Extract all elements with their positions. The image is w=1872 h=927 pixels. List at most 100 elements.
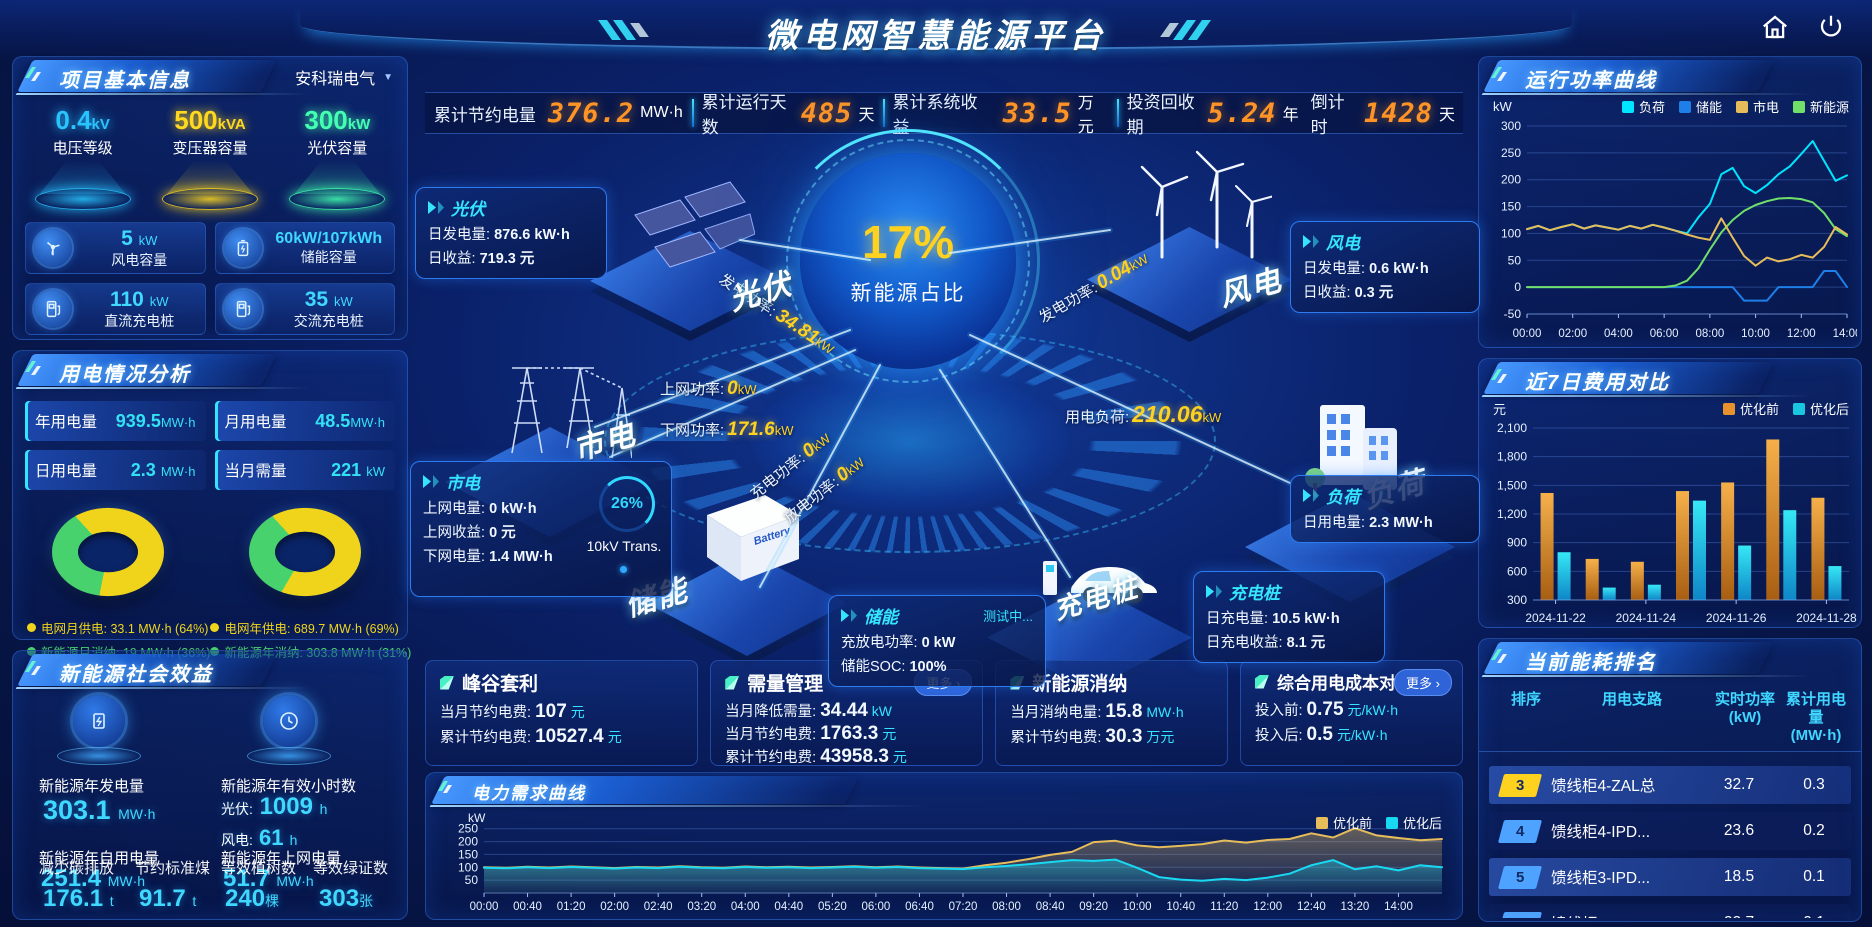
callout-grid: 市电 上网电量: 0 kW·h 上网收益: 0 元 下网电量: 1.4 MW·h… — [410, 461, 672, 597]
stat-year-usage: 年用电量 939.5MW·h — [25, 401, 206, 441]
transformer-label: 10kV Trans. — [586, 538, 662, 554]
power-icon[interactable] — [1816, 12, 1846, 42]
renewable-ratio-sphere: 17% 新能源占比 — [776, 129, 1040, 393]
flow-to-grid-power: 上网功率: 0kW — [660, 378, 757, 399]
page-title: 微电网智慧能源平台 — [765, 17, 1107, 54]
svg-text:100: 100 — [458, 860, 478, 874]
svg-text:02:40: 02:40 — [644, 901, 673, 913]
flag-icon — [725, 675, 740, 690]
co2-label: 减少碳排放 — [39, 860, 115, 877]
solar-panels-icon — [634, 181, 755, 268]
trees-label: 等效植树数 — [221, 860, 297, 877]
panel-corner-icon — [1489, 647, 1509, 670]
table-body: 3 馈线柜4-ZAL总 32.7 0.3 4 馈线柜4-IPD... 23.6 0… — [1479, 752, 1861, 918]
stat-dc-charger: 110 kW 直流充电桩 — [25, 283, 206, 335]
panel-project-info: 项目基本信息 安科瑞电气 ▼ 0.4kV 电压等级 500kVA 变压器容量 30… — [12, 56, 408, 340]
panel-title: 新能源社会效益 — [59, 664, 213, 686]
panel-title: 运行功率曲线 — [1525, 70, 1657, 92]
header-curve — [299, 0, 1573, 50]
panel-power-curve: 运行功率曲线 kW 负荷 储能 市电 新能源 -50 0 50 100 150 200 250 30… — [1478, 56, 1862, 348]
y-axis-label: kW — [1493, 99, 1512, 114]
svg-text:12:40: 12:40 — [1297, 901, 1326, 913]
y-axis-label: 元 — [1493, 402, 1507, 417]
panel-title: 近7日费用对比 — [1525, 372, 1671, 394]
panel-title: 用电情况分析 — [59, 364, 191, 386]
renewable-ratio-label: 新能源占比 — [850, 282, 966, 305]
stat-day-usage: 日用电量 2.3 MW·h — [25, 450, 206, 490]
svg-text:2024-11-28: 2024-11-28 — [1796, 611, 1857, 625]
company-dropdown[interactable]: 安科瑞电气 ▼ — [295, 71, 393, 88]
svg-text:600: 600 — [1507, 564, 1527, 578]
total-energy: 0.1 — [1803, 868, 1825, 885]
svg-text:1,500: 1,500 — [1497, 478, 1527, 492]
arrow-icon — [1303, 235, 1319, 248]
svg-text:14:00: 14:00 — [1384, 901, 1413, 913]
storage-status: 测试中... — [983, 609, 1033, 624]
realtime-power: 23.6 — [1723, 822, 1755, 839]
svg-text:06:00: 06:00 — [1650, 328, 1679, 340]
svg-text:08:40: 08:40 — [1036, 901, 1065, 913]
svg-text:2024-11-24: 2024-11-24 — [1616, 611, 1677, 625]
svg-text:06:40: 06:40 — [905, 901, 934, 913]
svg-text:12:00: 12:00 — [1787, 328, 1816, 340]
more-button[interactable]: 更多 › — [1394, 669, 1452, 696]
arrow-icon — [1303, 489, 1319, 502]
card-peak-valley: 峰谷套利 当月节约电费: 107 元 累计节约电费: 10527.4 元 — [425, 660, 699, 766]
self-use-label: 新能源年自用电量 — [39, 850, 160, 867]
svg-text:250: 250 — [458, 822, 478, 836]
dc-charger-icon — [34, 290, 72, 328]
chart-legend: 负荷 储能 市电 新能源 — [1621, 97, 1849, 116]
branch-name: 馈线柜4-IPD... — [1551, 824, 1651, 841]
svg-text:2,100: 2,100 — [1497, 421, 1527, 435]
svg-text:03:20: 03:20 — [687, 901, 716, 913]
svg-text:07:20: 07:20 — [949, 901, 978, 913]
svg-text:05:20: 05:20 — [818, 901, 847, 913]
table-row[interactable]: 3 馈线柜4-ZAL总 32.7 0.3 — [1489, 766, 1851, 804]
pedestal-pv: 300kW 光伏容量 — [278, 105, 396, 210]
power-curve-chart: -50 0 50 100 150 200 250 300 00:00 02:00 04:00 06:0… — [1479, 116, 1861, 345]
legend-item: 优化前 — [1315, 813, 1372, 832]
panel-corner-icon — [1489, 367, 1509, 390]
rank-badge: 5 — [1497, 865, 1543, 889]
total-energy: 0.1 — [1777, 914, 1851, 918]
demand-curve-chart: 50 100 150 200 250 00:00 00:40 01:20 02:00 02:40 0… — [426, 807, 1462, 918]
svg-text:12:00: 12:00 — [1253, 901, 1282, 913]
svg-text:300: 300 — [1501, 119, 1521, 133]
svg-text:10:00: 10:00 — [1123, 901, 1152, 913]
flow-load-power: 用电负荷: 210.06kW — [1065, 401, 1222, 427]
svg-text:50: 50 — [465, 873, 479, 887]
home-icon[interactable] — [1760, 12, 1790, 42]
table-header: 排序 用电支路 实时功率 (kW) 累计用电量 (MW·h) — [1479, 677, 1861, 752]
stat-storage-capacity: 60kW/107kWh 储能容量 — [214, 222, 395, 274]
capacity-pedestals: 0.4kV 电压等级 500kVA 变压器容量 300kW 光伏容量 — [13, 95, 407, 210]
panel-demand-curve: 电力需求曲线 kW 优化前 优化后 50 100 150 200 250 00:00 00:4… — [425, 772, 1463, 920]
rank-badge: 3 — [1497, 773, 1543, 797]
node-wind — [1082, 150, 1297, 342]
svg-text:0: 0 — [1514, 280, 1521, 294]
panel-usage-analysis: 用电情况分析 年用电量 939.5MW·h 月用电量 48.5MW·h 日用电量 2.… — [12, 350, 411, 660]
table-row[interactable]: 5 馈线柜3-IPD... 18.5 0.1 — [1489, 858, 1851, 896]
certs-label: 等效绿证数 — [313, 860, 389, 877]
gen-label: 新能源年发电量 — [39, 778, 145, 795]
legend-item: 负荷 — [1621, 97, 1665, 116]
transformer-gauge: 26% — [599, 476, 655, 532]
y-axis-label: kW — [468, 811, 486, 825]
arrow-icon — [841, 609, 857, 622]
branch-name: 馈线柜3-IPD... — [1551, 870, 1651, 887]
total-energy: 0.3 — [1803, 776, 1825, 793]
kpi-payback-countdown: 投资回收期 5.24 年 倒计时 1428 天 — [1126, 93, 1455, 137]
svg-text:09:20: 09:20 — [1079, 901, 1108, 913]
table-row[interactable]: 6 馈线柜6-IPD 22.7 0.1 — [1489, 904, 1851, 918]
kpi-total-revenue: 累计系统收益 33.5 万元 — [892, 93, 1094, 137]
panel-title: 电力需求曲线 — [472, 784, 586, 803]
branch-name: 馈线柜4-ZAL总 — [1551, 778, 1656, 795]
hours-label: 新能源年有效小时数 — [221, 778, 357, 795]
svg-text:13:20: 13:20 — [1341, 901, 1370, 913]
table-row[interactable]: 4 馈线柜4-IPD... 23.6 0.2 — [1489, 812, 1851, 850]
svg-text:14:00: 14:00 — [1833, 328, 1857, 340]
svg-text:100: 100 — [1501, 226, 1521, 240]
svg-text:200: 200 — [458, 835, 478, 849]
legend-item: 优化后 — [1385, 813, 1442, 832]
gauge-dot — [620, 566, 627, 573]
pedestal-voltage: 0.4kV 电压等级 — [24, 105, 142, 210]
